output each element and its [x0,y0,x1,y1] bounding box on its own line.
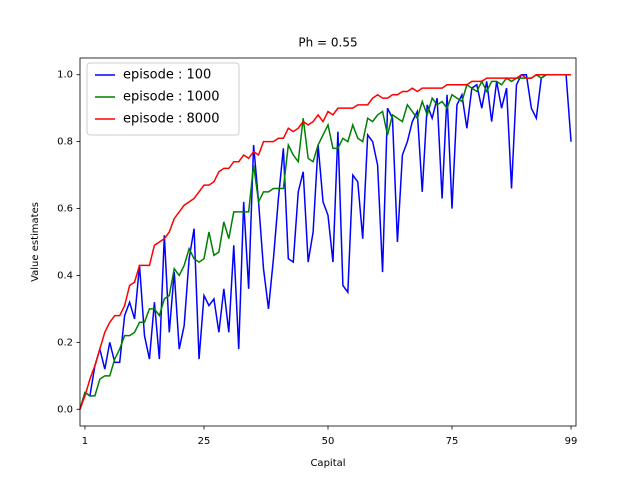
y-axis-label: Value estimates [30,202,41,282]
x-tick-label: 50 [322,436,335,447]
y-tick-label: 0.0 [57,404,73,415]
data-line [79,73,572,410]
legend-label: episode : 100 [123,68,211,83]
x-tick-label: 25 [198,436,211,447]
x-tick-label: 99 [565,436,578,447]
y-tick-label: 0.4 [57,270,73,281]
y-tick-label: 0.6 [57,204,73,215]
x-axis-label: Capital [310,458,345,469]
legend-label: episode : 8000 [123,112,220,127]
y-tick-label: 1.0 [57,70,73,81]
legend-label: episode : 1000 [123,90,220,105]
chart-title: Ph = 0.55 [298,36,357,50]
x-tick-label: 75 [446,436,459,447]
data-line [79,73,572,410]
x-tick-label: 1 [82,436,88,447]
data-line [79,73,572,410]
y-tick-label: 0.8 [57,137,73,148]
y-tick-label: 0.2 [57,337,73,348]
legend-box [86,62,240,136]
